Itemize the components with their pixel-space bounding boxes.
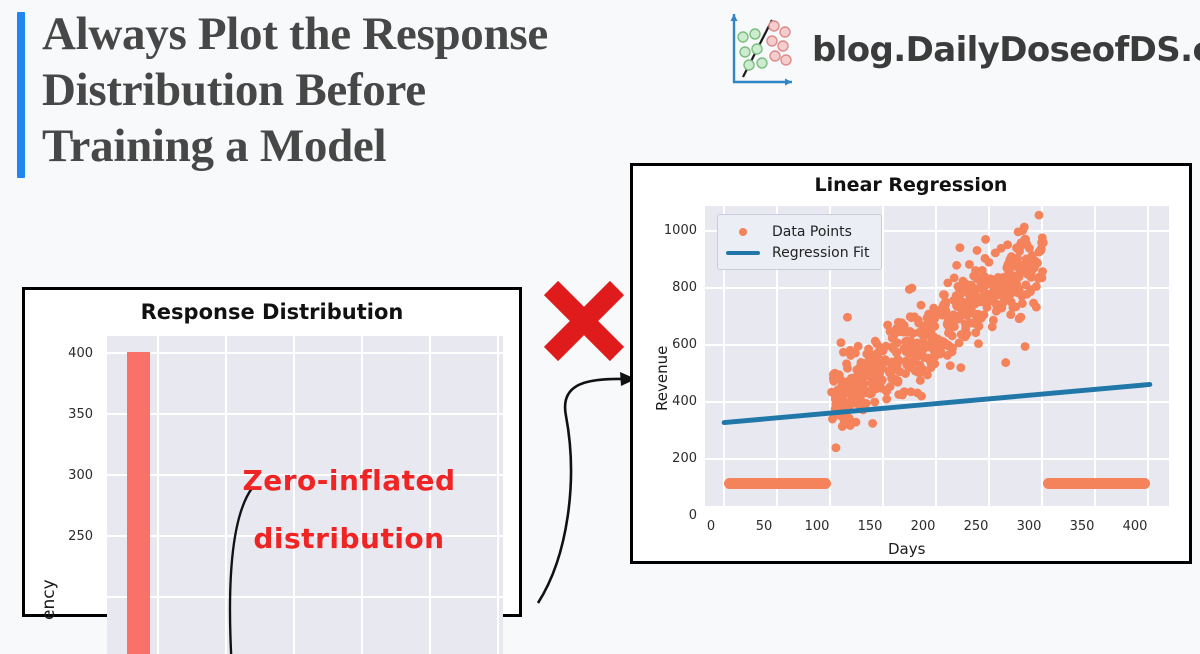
histogram-bar-zero [127, 352, 150, 654]
right-xtick-100: 100 [804, 519, 830, 534]
right-chart-legend: Data Points Regression Fit [717, 214, 883, 270]
right-gridline-v [776, 206, 778, 506]
red-cross-mark-icon [543, 280, 625, 362]
page-title: Always Plot the Response Distribution Be… [42, 6, 682, 174]
regression-fit-line [721, 382, 1153, 426]
right-xaxis-label: Days [888, 540, 926, 558]
right-ytick-1000: 1000 [663, 223, 697, 238]
left-ytick-300: 300 [68, 468, 93, 483]
page-title-line-1: Always Plot the Response [42, 8, 548, 60]
left-plot-area: Zero-inflated distribution [107, 336, 503, 654]
right-xtick-400: 400 [1122, 519, 1148, 534]
right-xtick-0: 0 [706, 519, 716, 534]
left-gridline-h [107, 352, 503, 354]
legend-line-icon [726, 250, 760, 255]
legend-label-regression-fit: Regression Fit [772, 244, 870, 261]
page-title-line-2: Distribution Before [42, 64, 426, 116]
right-ytick-600: 600 [672, 337, 697, 352]
right-gridline-v [1094, 206, 1096, 506]
response-distribution-chart: Response Distribution 400 350 300 250 en… [22, 287, 522, 654]
right-ytick-0: 0 [688, 508, 697, 523]
left-ytick-400: 400 [68, 346, 93, 361]
left-gridline-h [107, 413, 503, 415]
annotation-line-1: Zero-inflated [242, 464, 456, 497]
right-xtick-250: 250 [963, 519, 989, 534]
right-gridline-h [705, 458, 1169, 460]
right-chart-title: Linear Regression [814, 174, 1008, 196]
zero-band-left [724, 478, 831, 490]
curved-arrow-icon [536, 372, 636, 604]
left-gridline-h [107, 474, 503, 476]
annotation-line-2: distribution [253, 522, 445, 555]
right-gridline-h [705, 230, 1169, 232]
left-gridline-h [107, 535, 503, 537]
left-gridline-v [157, 336, 159, 654]
left-gridline-v [361, 336, 363, 654]
right-gridline-v [829, 206, 831, 506]
right-xtick-350: 350 [1069, 519, 1095, 534]
headline-accent-bar [17, 12, 25, 178]
right-gridline-v [1041, 206, 1043, 506]
left-gridline-v [429, 336, 431, 654]
right-xtick-150: 150 [857, 519, 883, 534]
zero-inflated-annotation: Zero-inflated distribution [229, 452, 469, 568]
left-gridline-v [293, 336, 295, 654]
left-ytick-250: 250 [68, 529, 93, 544]
left-gridline-h [107, 596, 503, 598]
legend-item-regression-fit: Regression Fit [726, 242, 869, 263]
right-xtick-200: 200 [910, 519, 936, 534]
left-chart-title: Response Distribution [140, 300, 404, 324]
zero-band-right [1043, 478, 1150, 490]
brand-lockup: blog.DailyDoseofDS.com [724, 8, 1200, 92]
legend-dot-icon [726, 227, 760, 236]
legend-label-data-points: Data Points [772, 223, 852, 240]
legend-item-data-points: Data Points [726, 221, 869, 242]
right-gridline-v [723, 206, 725, 506]
right-gridline-v [1147, 206, 1149, 506]
scatter-points-layer [827, 210, 1048, 453]
right-xtick-300: 300 [1016, 519, 1042, 534]
right-gridline-h [705, 287, 1169, 289]
right-ytick-200: 200 [672, 451, 697, 466]
right-yaxis-label: Revenue [653, 345, 671, 411]
brand-name: blog.DailyDoseofDS.com [812, 30, 1200, 70]
linear-regression-chart: Linear Regression 1000 800 600 400 200 0… [630, 163, 1192, 564]
left-ytick-350: 350 [68, 407, 93, 422]
right-ytick-800: 800 [672, 280, 697, 295]
scatter-classifier-logo-icon [724, 8, 798, 92]
right-xtick-50: 50 [755, 519, 773, 534]
right-gridline-v [988, 206, 990, 506]
left-gridline-v [497, 336, 499, 654]
right-plot-area: Data Points Regression Fit [705, 206, 1169, 506]
left-gridline-v [225, 336, 227, 654]
right-ytick-400: 400 [672, 394, 697, 409]
page-title-line-3: Training a Model [42, 120, 387, 172]
